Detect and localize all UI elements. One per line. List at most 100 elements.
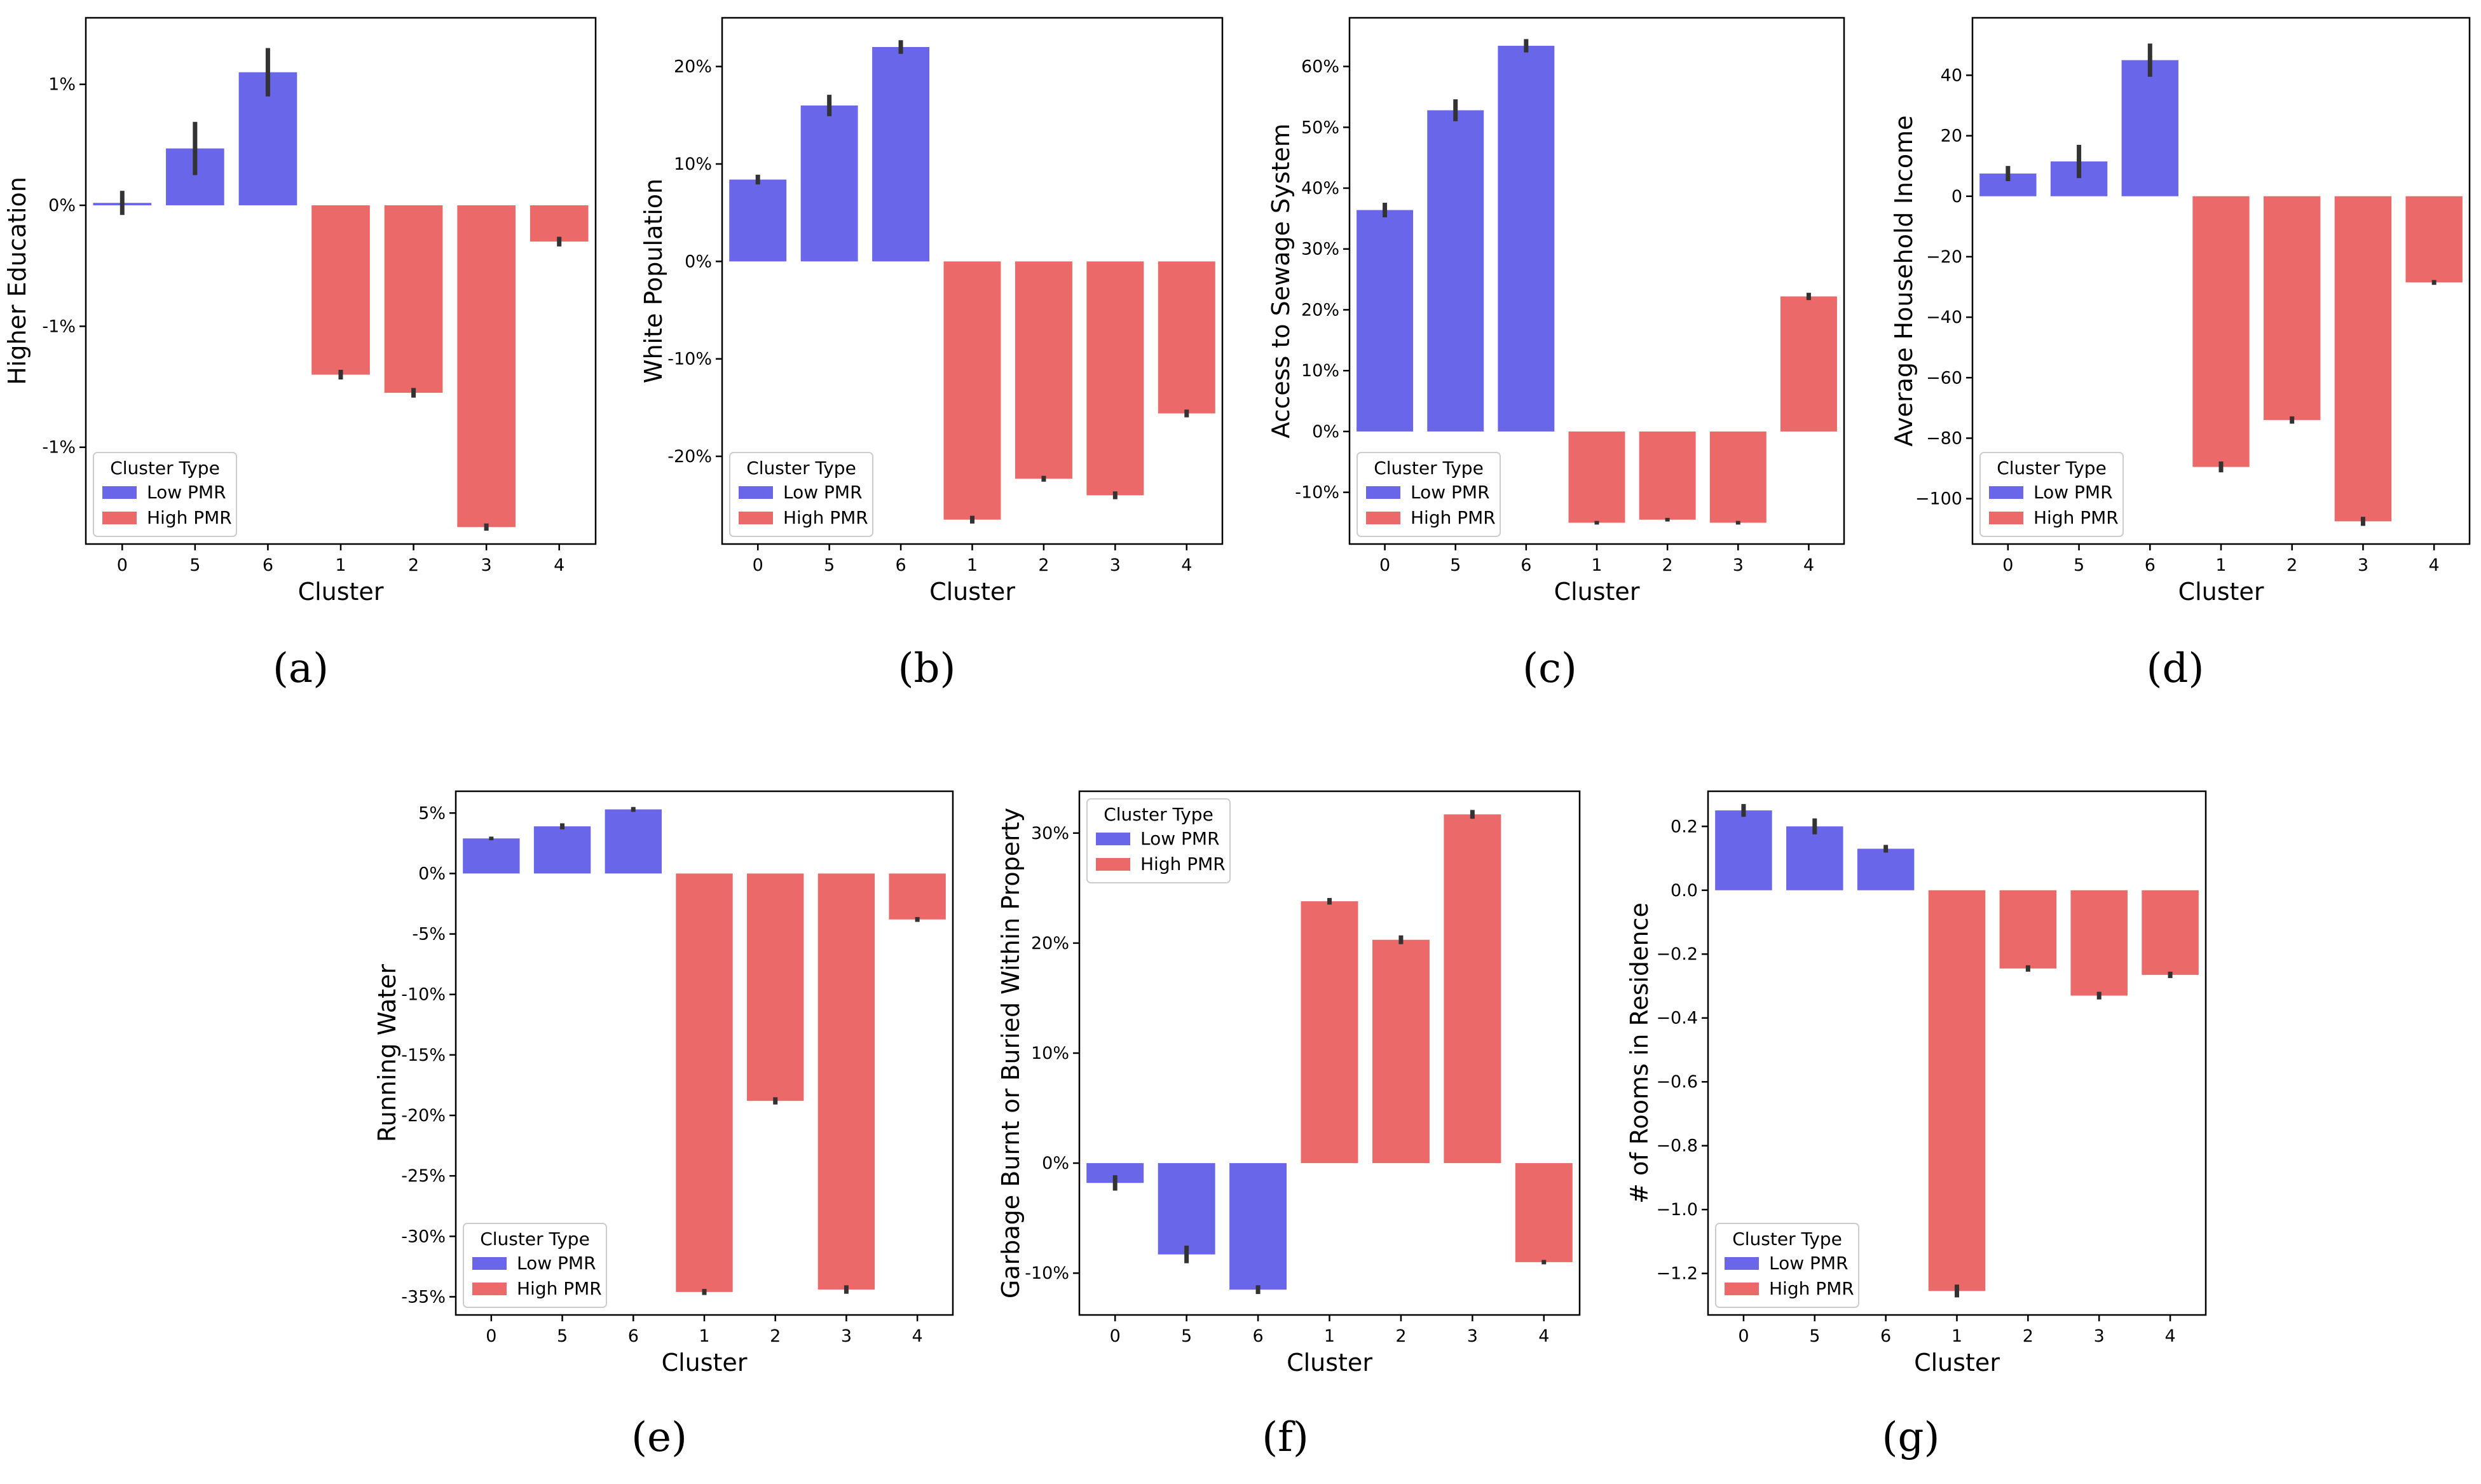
- bar-cluster-1: [2192, 196, 2250, 467]
- bar-cluster-1: [1568, 431, 1625, 523]
- bar-cluster-4: [2142, 890, 2199, 975]
- y-tick-label: 0%: [1042, 1154, 1069, 1173]
- legend-swatch-low: [1725, 1257, 1759, 1270]
- y-tick-label: 10%: [1301, 361, 1339, 381]
- x-tick-label: 3: [481, 555, 492, 575]
- bar-cluster-1: [943, 261, 1001, 520]
- y-tick-label: 10%: [1031, 1044, 1069, 1063]
- y-tick-label: −40: [1926, 308, 1962, 327]
- y-tick-label: -1%: [42, 317, 76, 336]
- legend-label-low: Low PMR: [1769, 1253, 1849, 1274]
- bar-cluster-1: [1928, 890, 1986, 1291]
- y-tick-label: -1%: [42, 438, 76, 458]
- legend-label-high: High PMR: [147, 507, 232, 528]
- x-tick-label: 3: [2094, 1326, 2105, 1346]
- legend-swatch-low: [1366, 486, 1400, 499]
- bar-cluster-6: [1857, 848, 1915, 890]
- x-tick-label: 4: [1181, 555, 1192, 575]
- panel-caption: (a): [273, 645, 329, 692]
- y-tick-label: 40%: [1301, 179, 1339, 198]
- y-tick-label: −100: [1915, 489, 1962, 509]
- y-tick-label: -10%: [401, 985, 446, 1005]
- x-tick-label: 6: [1521, 555, 1531, 575]
- y-axis-label: Running Water: [373, 964, 401, 1142]
- y-tick-label: -10%: [1025, 1263, 1069, 1283]
- y-tick-label: −1.2: [1656, 1264, 1698, 1284]
- y-tick-label: 20: [1941, 126, 1962, 146]
- y-axis-label: Access to Sewage System: [1267, 123, 1295, 439]
- legend-label-low: Low PMR: [1140, 828, 1220, 849]
- legend-label-low: Low PMR: [1411, 482, 1490, 503]
- bar-cluster-3: [2070, 890, 2128, 996]
- bar-cluster-0: [463, 838, 520, 874]
- legend-label-high: High PMR: [517, 1278, 602, 1299]
- y-tick-label: -20%: [401, 1106, 446, 1126]
- legend-label-high: High PMR: [1411, 507, 1496, 528]
- legend-swatch-high: [1096, 858, 1130, 871]
- y-tick-label: 60%: [1301, 57, 1339, 77]
- legend-label-high: High PMR: [2033, 507, 2119, 528]
- legend-label-low: Low PMR: [517, 1253, 596, 1274]
- x-axis-label: Cluster: [298, 578, 384, 606]
- x-tick-label: 2: [1395, 1326, 1406, 1346]
- bar-cluster-4: [1515, 1163, 1573, 1262]
- x-tick-label: 1: [967, 555, 978, 575]
- y-tick-label: −20: [1926, 247, 1962, 267]
- y-tick-label: 0: [1951, 187, 1962, 207]
- bar-cluster-6: [1229, 1163, 1287, 1290]
- y-tick-label: 0.0: [1671, 881, 1698, 901]
- legend: Cluster Type Low PMR High PMR: [1979, 452, 2124, 537]
- y-tick-label: 0%: [48, 196, 76, 215]
- y-tick-label: −80: [1926, 428, 1962, 448]
- x-tick-label: 3: [2358, 555, 2368, 575]
- x-tick-label: 1: [335, 555, 346, 575]
- panel-caption: (e): [631, 1414, 687, 1461]
- y-tick-label: −0.2: [1656, 944, 1698, 964]
- bar-cluster-4: [889, 873, 946, 920]
- legend-label-high: High PMR: [1140, 854, 1226, 875]
- x-tick-label: 4: [554, 555, 564, 575]
- y-tick-label: 20%: [1301, 300, 1339, 320]
- bar-cluster-3: [457, 205, 516, 528]
- y-tick-label: -15%: [401, 1045, 446, 1065]
- y-tick-label: 10%: [674, 154, 712, 174]
- bar-cluster-3: [1444, 814, 1501, 1164]
- x-tick-label: 2: [770, 1326, 781, 1346]
- legend-label-low: Low PMR: [2033, 482, 2113, 503]
- legend-label-low: Low PMR: [783, 482, 863, 503]
- legend-label-high: High PMR: [783, 507, 868, 528]
- legend-title: Cluster Type: [1732, 1229, 1842, 1249]
- bar-cluster-5: [1786, 826, 1843, 890]
- x-tick-label: 5: [1181, 1326, 1192, 1346]
- bar-cluster-4: [1780, 296, 1837, 432]
- x-axis-label: Cluster: [662, 1349, 748, 1377]
- chart-panel-a: 1% 0% -1% -1% 0 5 6 1 2 3 4 Cluster Higher Education…: [3, 17, 597, 692]
- x-tick-label: 0: [117, 555, 128, 575]
- bar-cluster-2: [1999, 890, 2057, 969]
- panel-caption: (b): [898, 645, 956, 692]
- bar-cluster-2: [1639, 431, 1696, 520]
- x-tick-label: 6: [628, 1326, 639, 1346]
- chart-panel-d: 40 20 0 −20 −40 −60 −80 −100 0 5 6 1 2 3 4 Cluster Avera…: [1890, 17, 2471, 692]
- x-tick-label: 0: [753, 555, 763, 575]
- bar-cluster-2: [747, 873, 804, 1101]
- legend-title: Cluster Type: [480, 1229, 590, 1249]
- legend-swatch-high: [1989, 512, 2023, 524]
- y-tick-label: -30%: [401, 1227, 446, 1246]
- legend-title: Cluster Type: [1374, 458, 1484, 479]
- x-tick-label: 1: [699, 1326, 709, 1346]
- legend-swatch-low: [1096, 833, 1130, 845]
- x-axis-label: Cluster: [929, 578, 1015, 606]
- bar-cluster-3: [817, 873, 875, 1290]
- y-tick-label: -5%: [412, 925, 446, 944]
- x-tick-label: 6: [1880, 1326, 1891, 1346]
- y-tick-label: 5%: [418, 803, 446, 823]
- x-tick-label: 5: [1450, 555, 1461, 575]
- x-tick-label: 2: [1662, 555, 1673, 575]
- legend: Cluster Type Low PMR High PMR: [93, 452, 237, 537]
- x-tick-label: 6: [895, 555, 906, 575]
- bar-cluster-0: [1715, 810, 1772, 890]
- bar-cluster-1: [1301, 901, 1358, 1164]
- x-tick-label: 0: [2002, 555, 2013, 575]
